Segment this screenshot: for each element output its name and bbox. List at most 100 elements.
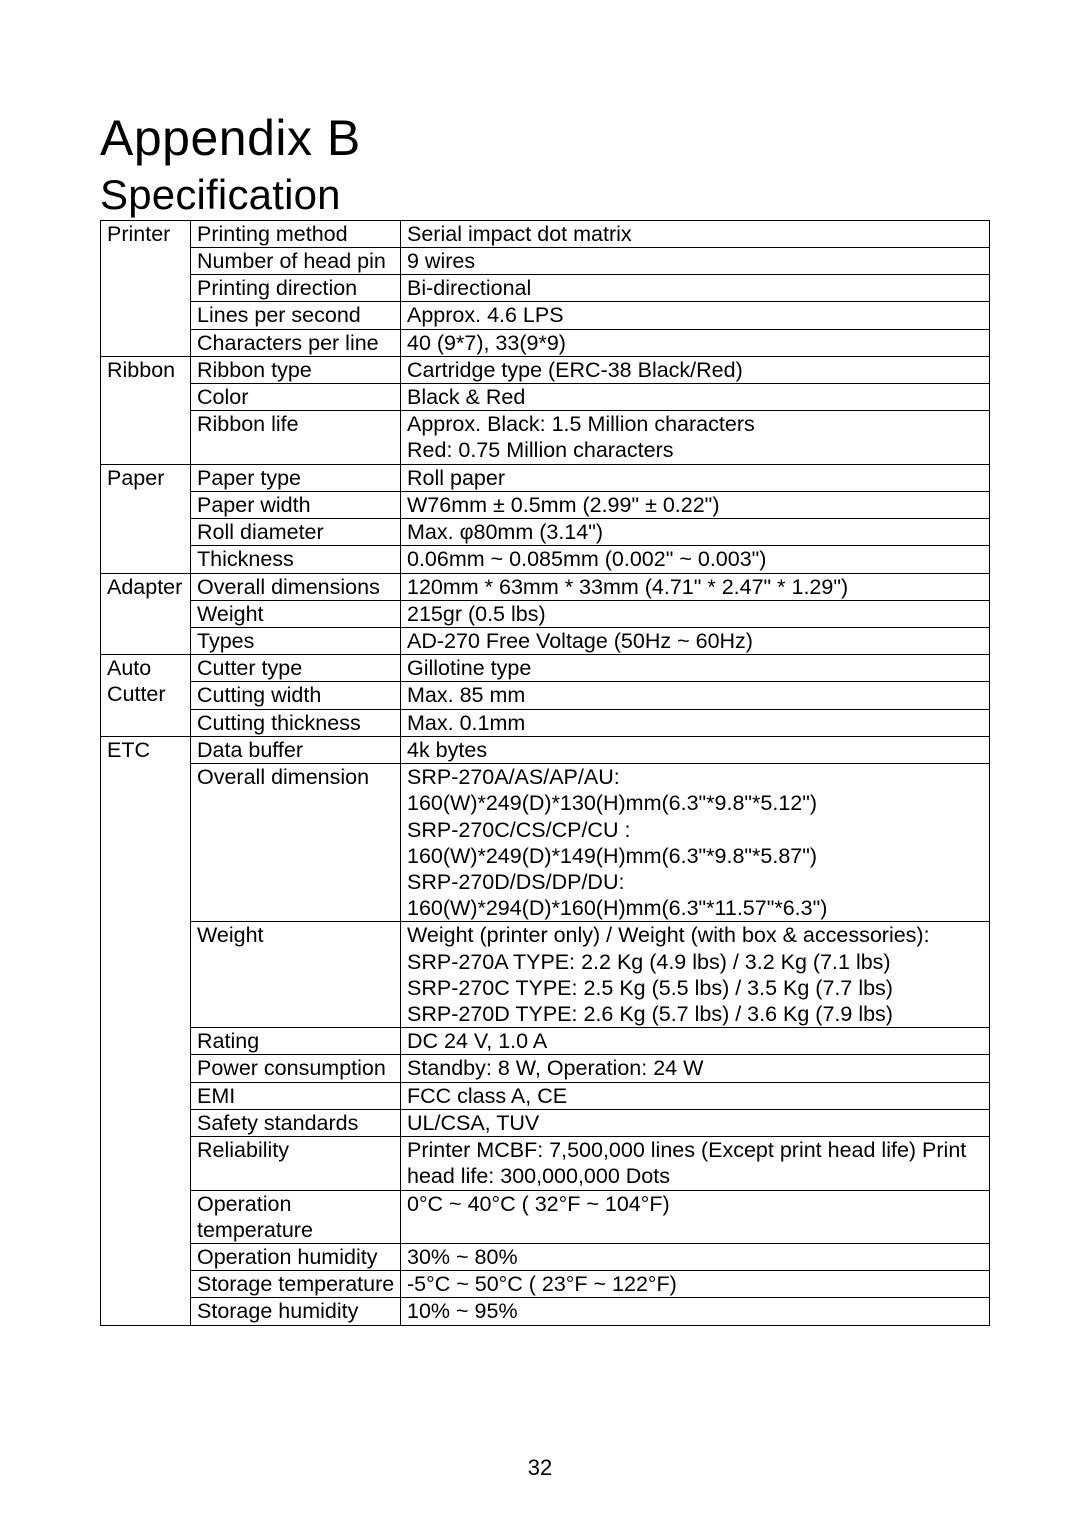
table-row: TypesAD-270 Free Voltage (50Hz ~ 60Hz) — [101, 627, 990, 654]
category-cell: ETC — [101, 736, 191, 1325]
item-cell: Power consumption — [191, 1055, 401, 1082]
desc-cell: Cartridge type (ERC-38 Black/Red) — [401, 356, 990, 383]
table-row: RatingDC 24 V, 1.0 A — [101, 1028, 990, 1055]
item-cell: Types — [191, 627, 401, 654]
category-cell: Auto Cutter — [101, 655, 191, 737]
table-row: Ribbon lifeApprox. Black: 1.5 Million ch… — [101, 411, 990, 464]
desc-cell: FCC class A, CE — [401, 1082, 990, 1109]
item-cell: Rating — [191, 1028, 401, 1055]
item-cell: Weight — [191, 600, 401, 627]
item-cell: Color — [191, 384, 401, 411]
table-row: AdapterOverall dimensions120mm * 63mm * … — [101, 573, 990, 600]
item-cell: Paper width — [191, 491, 401, 518]
table-row: PrinterPrinting methodSerial impact dot … — [101, 220, 990, 247]
item-cell: Printing direction — [191, 275, 401, 302]
table-row: Operation humidity30% ~ 80% — [101, 1244, 990, 1271]
desc-cell: Black & Red — [401, 384, 990, 411]
item-cell: Roll diameter — [191, 519, 401, 546]
category-cell: Paper — [101, 464, 191, 573]
table-row: Operation temperature0°C ~ 40°C ( 32°F ~… — [101, 1190, 990, 1243]
desc-cell: Approx. Black: 1.5 Million characters Re… — [401, 411, 990, 464]
item-cell: Cutting thickness — [191, 709, 401, 736]
spec-table: PrinterPrinting methodSerial impact dot … — [100, 220, 990, 1326]
category-cell: Ribbon — [101, 356, 191, 464]
table-row: PaperPaper typeRoll paper — [101, 464, 990, 491]
desc-cell: Serial impact dot matrix — [401, 220, 990, 247]
page-number: 32 — [0, 1455, 1080, 1481]
table-row: EMIFCC class A, CE — [101, 1082, 990, 1109]
table-row: Weight215gr (0.5 lbs) — [101, 600, 990, 627]
desc-cell: Max. 85 mm — [401, 682, 990, 709]
table-row: RibbonRibbon typeCartridge type (ERC-38 … — [101, 356, 990, 383]
item-cell: Lines per second — [191, 302, 401, 329]
item-cell: Paper type — [191, 464, 401, 491]
appendix-subtitle: Specification — [100, 172, 990, 218]
desc-cell: W76mm ± 0.5mm (2.99" ± 0.22") — [401, 491, 990, 518]
category-cell: Adapter — [101, 573, 191, 655]
table-row: ETCData buffer4k bytes — [101, 736, 990, 763]
desc-cell: 4k bytes — [401, 736, 990, 763]
item-cell: Reliability — [191, 1137, 401, 1190]
item-cell: Storage temperature — [191, 1271, 401, 1298]
table-row: Cutting widthMax. 85 mm — [101, 682, 990, 709]
desc-cell: 215gr (0.5 lbs) — [401, 600, 990, 627]
desc-cell: 30% ~ 80% — [401, 1244, 990, 1271]
table-row: Printing directionBi-directional — [101, 275, 990, 302]
table-row: Safety standardsUL/CSA, TUV — [101, 1109, 990, 1136]
desc-cell: Approx. 4.6 LPS — [401, 302, 990, 329]
table-row: Roll diameterMax. φ80mm (3.14") — [101, 519, 990, 546]
desc-cell: DC 24 V, 1.0 A — [401, 1028, 990, 1055]
item-cell: Printing method — [191, 220, 401, 247]
item-cell: Thickness — [191, 546, 401, 573]
appendix-title: Appendix B — [100, 110, 990, 168]
desc-cell: AD-270 Free Voltage (50Hz ~ 60Hz) — [401, 627, 990, 654]
item-cell: Operation humidity — [191, 1244, 401, 1271]
item-cell: Operation temperature — [191, 1190, 401, 1243]
item-cell: Data buffer — [191, 736, 401, 763]
desc-cell: 120mm * 63mm * 33mm (4.71" * 2.47" * 1.2… — [401, 573, 990, 600]
item-cell: Cutter type — [191, 655, 401, 682]
table-row: Auto CutterCutter typeGillotine type — [101, 655, 990, 682]
desc-cell: 0.06mm ~ 0.085mm (0.002" ~ 0.003") — [401, 546, 990, 573]
desc-cell: Bi-directional — [401, 275, 990, 302]
desc-cell: Max. 0.1mm — [401, 709, 990, 736]
item-cell: Number of head pin — [191, 247, 401, 274]
table-row: Lines per secondApprox. 4.6 LPS — [101, 302, 990, 329]
desc-cell: 40 (9*7), 33(9*9) — [401, 329, 990, 356]
table-row: WeightWeight (printer only) / Weight (wi… — [101, 922, 990, 1028]
desc-cell: Max. φ80mm (3.14") — [401, 519, 990, 546]
item-cell: Weight — [191, 922, 401, 1028]
desc-cell: -5°C ~ 50°C ( 23°F ~ 122°F) — [401, 1271, 990, 1298]
table-row: Characters per line40 (9*7), 33(9*9) — [101, 329, 990, 356]
table-row: Overall dimensionSRP-270A/AS/AP/AU: 160(… — [101, 764, 990, 922]
desc-cell: Printer MCBF: 7,500,000 lines (Except pr… — [401, 1137, 990, 1190]
table-row: Storage temperature-5°C ~ 50°C ( 23°F ~ … — [101, 1271, 990, 1298]
table-row: Storage humidity10% ~ 95% — [101, 1298, 990, 1325]
item-cell: EMI — [191, 1082, 401, 1109]
item-cell: Characters per line — [191, 329, 401, 356]
table-row: ColorBlack & Red — [101, 384, 990, 411]
table-row: Number of head pin9 wires — [101, 247, 990, 274]
item-cell: Overall dimensions — [191, 573, 401, 600]
item-cell: Safety standards — [191, 1109, 401, 1136]
desc-cell: Roll paper — [401, 464, 990, 491]
desc-cell: 9 wires — [401, 247, 990, 274]
desc-cell: Standby: 8 W, Operation: 24 W — [401, 1055, 990, 1082]
table-row: Paper widthW76mm ± 0.5mm (2.99" ± 0.22") — [101, 491, 990, 518]
item-cell: Storage humidity — [191, 1298, 401, 1325]
desc-cell: Gillotine type — [401, 655, 990, 682]
item-cell: Overall dimension — [191, 764, 401, 922]
table-row: Thickness0.06mm ~ 0.085mm (0.002" ~ 0.00… — [101, 546, 990, 573]
desc-cell: Weight (printer only) / Weight (with box… — [401, 922, 990, 1028]
category-cell: Printer — [101, 220, 191, 356]
table-row: Cutting thicknessMax. 0.1mm — [101, 709, 990, 736]
table-row: Power consumptionStandby: 8 W, Operation… — [101, 1055, 990, 1082]
desc-cell: 10% ~ 95% — [401, 1298, 990, 1325]
table-row: ReliabilityPrinter MCBF: 7,500,000 lines… — [101, 1137, 990, 1190]
item-cell: Ribbon life — [191, 411, 401, 464]
item-cell: Ribbon type — [191, 356, 401, 383]
desc-cell: UL/CSA, TUV — [401, 1109, 990, 1136]
item-cell: Cutting width — [191, 682, 401, 709]
desc-cell: SRP-270A/AS/AP/AU: 160(W)*249(D)*130(H)m… — [401, 764, 990, 922]
desc-cell: 0°C ~ 40°C ( 32°F ~ 104°F) — [401, 1190, 990, 1243]
